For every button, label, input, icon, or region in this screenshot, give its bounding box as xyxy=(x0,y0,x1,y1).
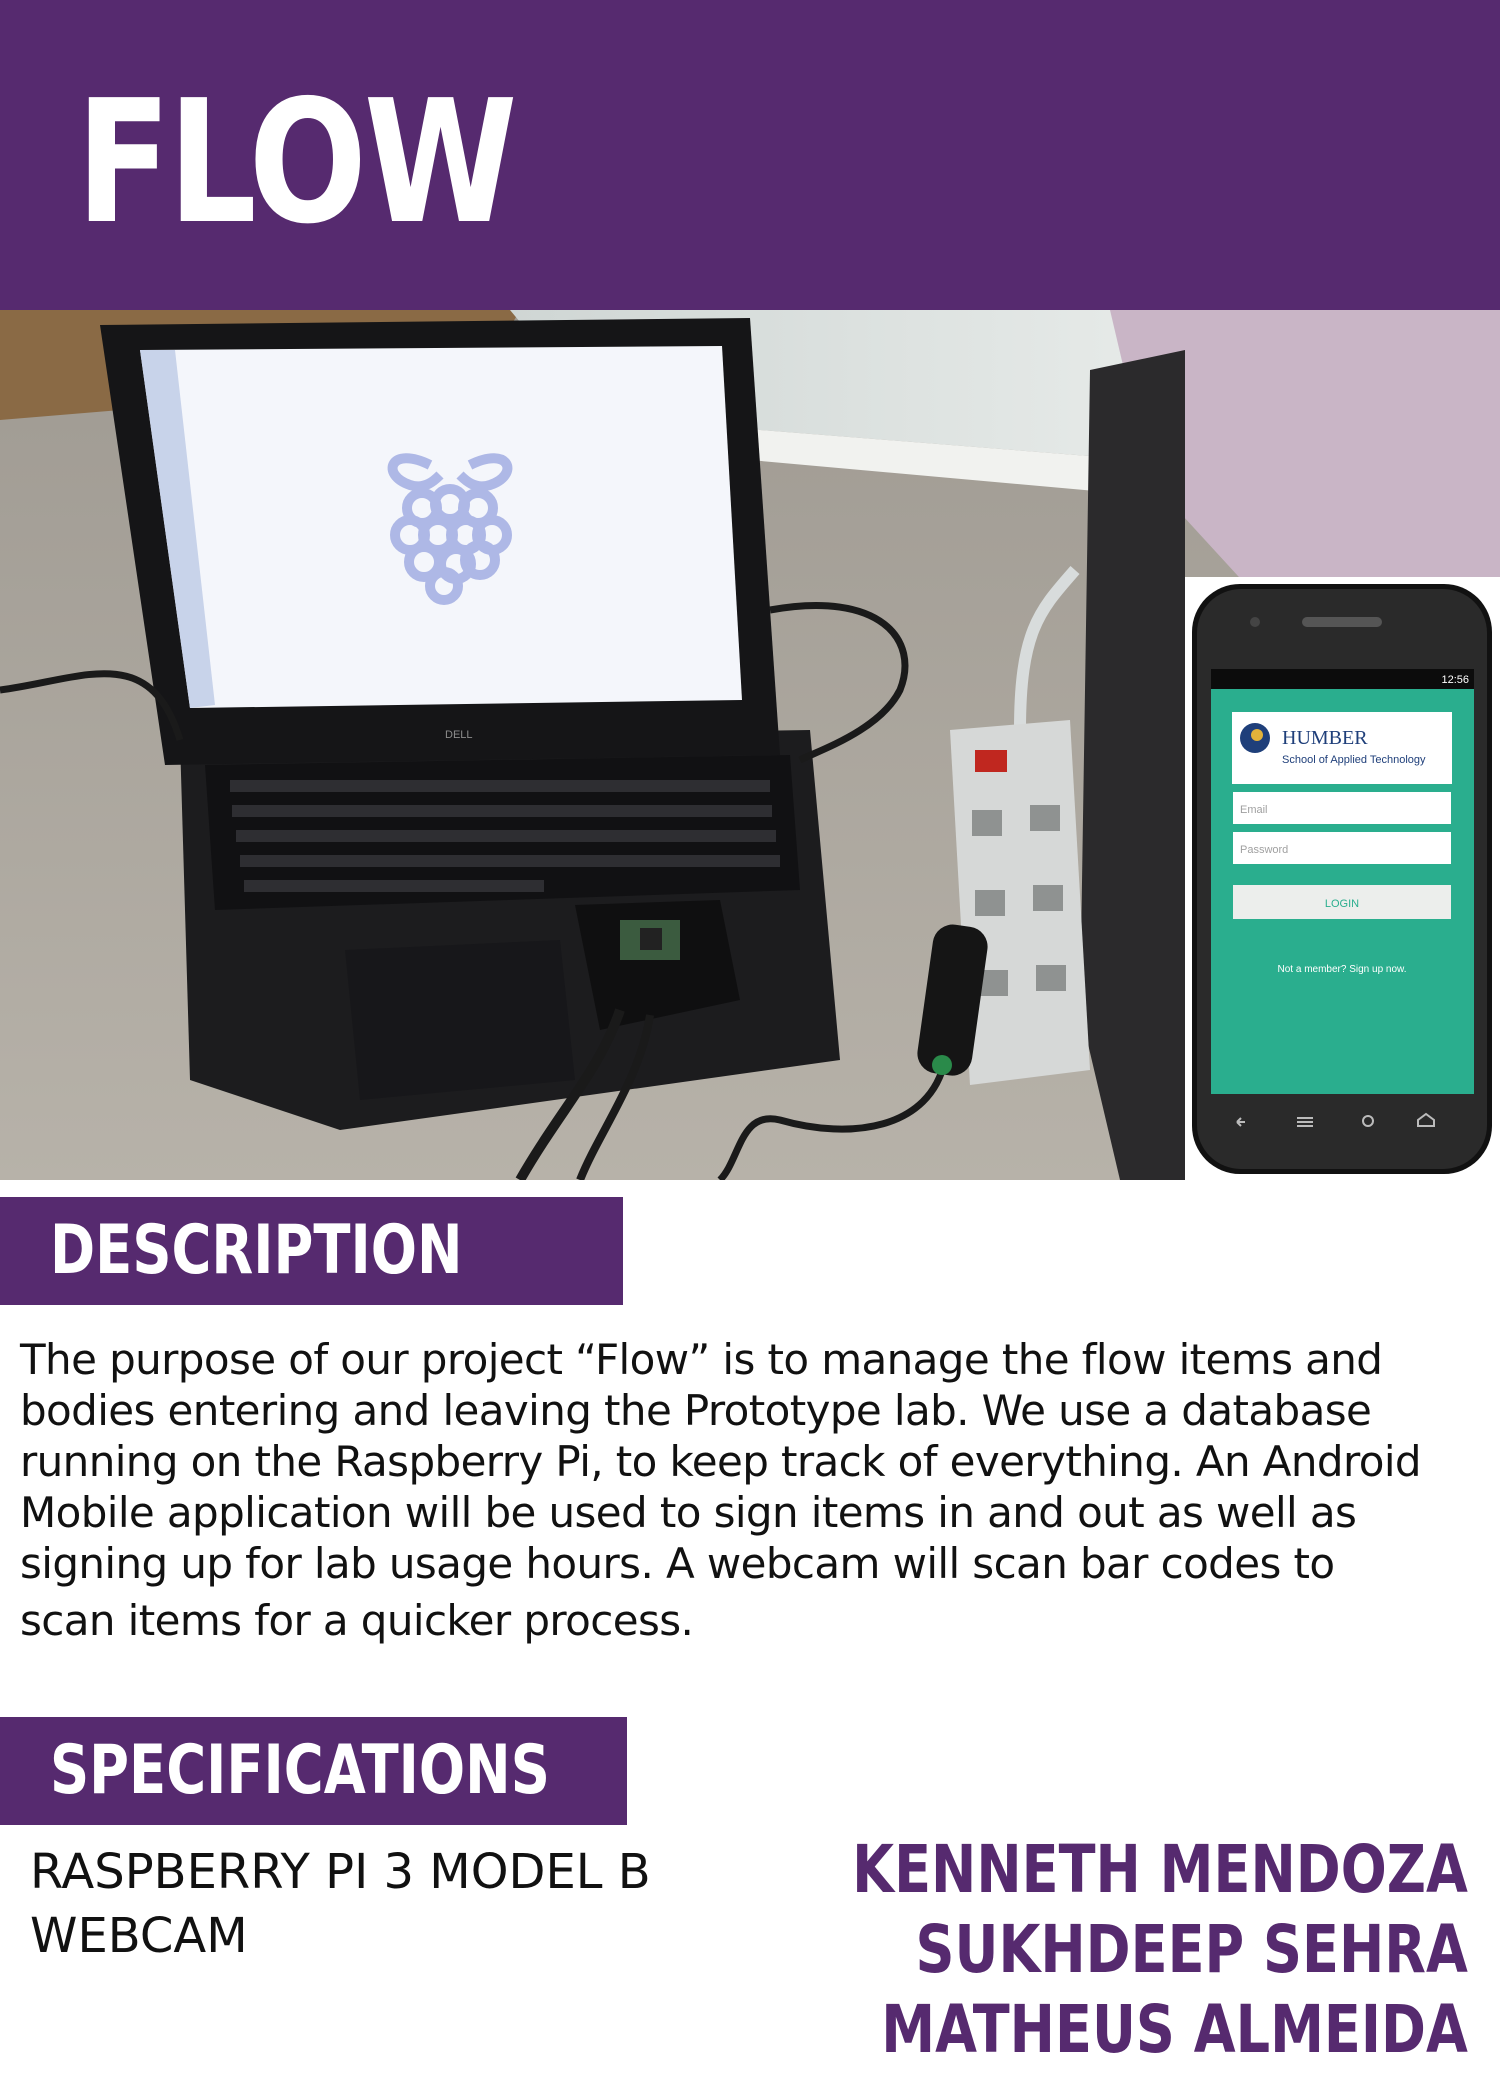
password-placeholder: Password xyxy=(1240,844,1288,856)
description-heading: DESCRIPTION xyxy=(50,1211,463,1290)
description-line: bodies entering and leaving the Prototyp… xyxy=(20,1386,1372,1435)
description-line: running on the Raspberry Pi, to keep tra… xyxy=(20,1437,1422,1486)
phone-password-field[interactable]: Password xyxy=(1233,832,1451,864)
specifications-heading: SPECIFICATIONS xyxy=(50,1731,550,1810)
description-text: The purpose of our project “Flow” is to … xyxy=(20,1334,1480,1646)
back-icon[interactable] xyxy=(1236,1117,1245,1127)
specifications-list: RASPBERRY PI 3 MODEL B WEBCAM xyxy=(30,1840,651,1968)
phone-login-button[interactable]: LOGIN xyxy=(1233,885,1451,919)
login-button-label: LOGIN xyxy=(1325,898,1359,910)
description-line: signing up for lab usage hours. A webcam… xyxy=(20,1539,1335,1588)
specifications-header: SPECIFICATIONS xyxy=(0,1717,627,1825)
humber-brand-subtitle: School of Applied Technology xyxy=(1282,754,1426,766)
page-title: FLOW xyxy=(76,64,518,262)
author-name: SUKHDEEP SEHRA xyxy=(915,1911,1468,1988)
power-strip xyxy=(917,720,1090,1085)
humber-brand-name: HUMBER xyxy=(1282,727,1368,749)
home-icon[interactable] xyxy=(1417,1112,1435,1127)
spec-item: RASPBERRY PI 3 MODEL B xyxy=(30,1844,651,1900)
laptop-brand-label: DELL xyxy=(445,729,473,741)
laptop: DELL xyxy=(100,318,840,1130)
author-name: KENNETH MENDOZA xyxy=(852,1831,1468,1908)
phone-email-field[interactable]: Email xyxy=(1233,792,1451,824)
author-name: MATHEUS ALMEIDA xyxy=(881,1991,1468,2068)
description-line: scan items for a quicker process. xyxy=(20,1596,694,1645)
raspberry-pi-device xyxy=(575,900,740,1030)
search-icon[interactable] xyxy=(1362,1115,1374,1127)
phone-signup-link[interactable]: Not a member? Sign up now. xyxy=(1278,964,1407,975)
description-line: Mobile application will be used to sign … xyxy=(20,1488,1357,1537)
email-placeholder: Email xyxy=(1240,804,1268,816)
header-banner: FLOW xyxy=(0,0,1500,310)
phone-mockup: 12:56 HUMBER School of Applied Technolog… xyxy=(1185,577,1500,1180)
spec-item: WEBCAM xyxy=(30,1908,248,1964)
authors-list: KENNETH MENDOZA SUKHDEEP SEHRA MATHEUS A… xyxy=(717,1830,1468,2070)
phone-status-time: 12:56 xyxy=(1441,674,1469,686)
menu-icon[interactable] xyxy=(1297,1117,1313,1127)
description-header: DESCRIPTION xyxy=(0,1197,623,1305)
raspberry-pi-logo xyxy=(387,453,513,605)
description-line: The purpose of our project “Flow” is to … xyxy=(20,1335,1383,1384)
project-photo: DELL xyxy=(0,310,1500,1180)
